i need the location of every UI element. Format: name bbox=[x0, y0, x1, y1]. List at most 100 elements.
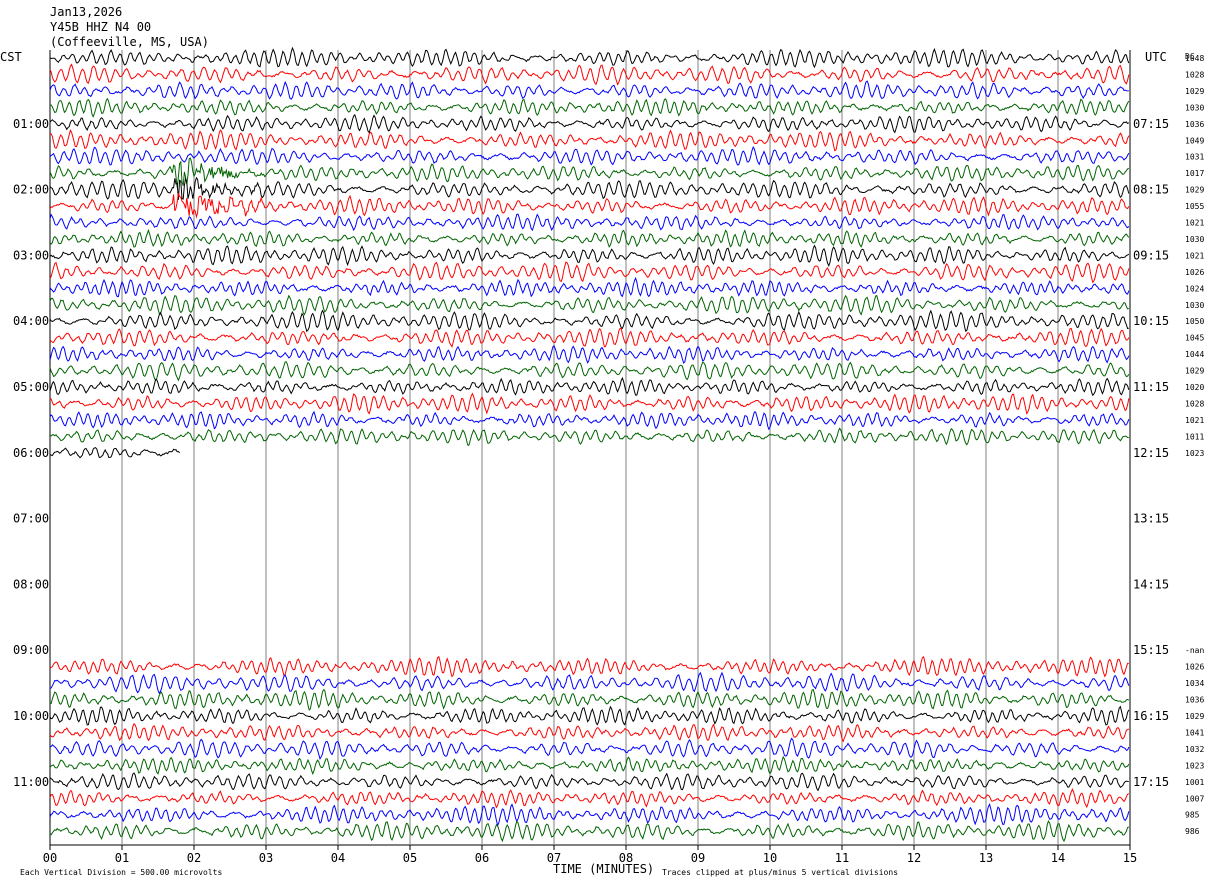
right-hour-label: 11:15 bbox=[1133, 380, 1169, 394]
seismic-trace-row bbox=[49, 655, 1129, 678]
right-timezone-label: UTC bbox=[1145, 50, 1167, 64]
seismic-trace-row bbox=[49, 344, 1130, 364]
left-hour-label: 08:00 bbox=[13, 577, 49, 591]
station-code: Y45B HHZ N4 00 bbox=[50, 20, 151, 34]
x-tick-label: 00 bbox=[43, 851, 57, 865]
seismic-trace-row bbox=[49, 819, 1129, 843]
dc-offset-label: 1011 bbox=[1185, 432, 1204, 441]
dc-offset-label: 1050 bbox=[1185, 317, 1204, 326]
x-tick-label: 02 bbox=[187, 851, 201, 865]
left-hour-label: 05:00 bbox=[13, 380, 49, 394]
seismic-trace-row bbox=[49, 722, 1130, 743]
dc-offset-label: 1021 bbox=[1185, 219, 1204, 228]
seismic-trace-row bbox=[49, 410, 1130, 431]
seismic-trace-row bbox=[49, 705, 1130, 726]
seismic-trace-row bbox=[49, 788, 1130, 809]
x-tick-label: 11 bbox=[835, 851, 849, 865]
dc-offset-label: 1036 bbox=[1185, 120, 1204, 129]
left-hour-label: 10:00 bbox=[13, 709, 49, 723]
right-hour-label: 10:15 bbox=[1133, 314, 1169, 328]
x-tick-label: 10 bbox=[763, 851, 777, 865]
right-hour-label: 15:15 bbox=[1133, 643, 1169, 657]
dc-offset-label: 1024 bbox=[1185, 284, 1204, 293]
seismic-trace-row bbox=[49, 803, 1130, 827]
dc-offset-label: 1032 bbox=[1185, 745, 1204, 754]
right-hour-label: 08:15 bbox=[1133, 183, 1169, 197]
dc-offset-label: 1023 bbox=[1185, 761, 1204, 770]
seismic-trace-row bbox=[49, 361, 1130, 382]
seismic-trace-row bbox=[49, 427, 1129, 447]
dc-offset-label: 1001 bbox=[1185, 778, 1204, 787]
dc-offset-label: 1021 bbox=[1185, 416, 1204, 425]
x-tick-label: 15 bbox=[1123, 851, 1137, 865]
dc-offset-header: DC bbox=[1185, 52, 1195, 61]
seismic-trace-row bbox=[49, 309, 1129, 333]
seismic-trace-row bbox=[49, 63, 1130, 86]
dc-offset-label: 1044 bbox=[1185, 350, 1204, 359]
clip-note: Traces clipped at plus/minus 5 vertical … bbox=[662, 868, 898, 877]
x-tick-label: 13 bbox=[979, 851, 993, 865]
scale-note: Each Vertical Division = 500.00 microvol… bbox=[20, 868, 222, 877]
right-hour-label: 12:15 bbox=[1133, 446, 1169, 460]
dc-offset-label: 1029 bbox=[1185, 186, 1204, 195]
right-hour-label: 09:15 bbox=[1133, 248, 1169, 262]
left-hour-label: 03:00 bbox=[13, 248, 49, 262]
x-tick-label: 03 bbox=[259, 851, 273, 865]
left-hour-labels: 01:00 02:00 03:00 04:00 05:00 06:00 07:00 08:00… bbox=[13, 117, 49, 789]
x-tick-label: 09 bbox=[691, 851, 705, 865]
right-hour-labels: 07:15 08:15 09:15 10:15 11:15 12:15 13:15 14:15… bbox=[1133, 117, 1169, 789]
dc-offset-label: 1026 bbox=[1185, 663, 1204, 672]
x-tick-label: 01 bbox=[115, 851, 129, 865]
dc-offset-label: 1021 bbox=[1185, 251, 1204, 260]
left-hour-label: 07:00 bbox=[13, 512, 49, 526]
dc-offset-label: 985 bbox=[1185, 811, 1200, 820]
chart-date: Jan13,2026 bbox=[50, 5, 122, 19]
left-hour-label: 11:00 bbox=[13, 775, 49, 789]
dc-offset-label: 1007 bbox=[1185, 794, 1204, 803]
dc-offset-label: 986 bbox=[1185, 827, 1200, 836]
seismic-trace-row bbox=[49, 192, 1130, 219]
seismic-trace-row bbox=[49, 228, 1130, 248]
seismic-trace-row bbox=[49, 261, 1130, 284]
left-hour-label: 01:00 bbox=[13, 117, 49, 131]
seismic-trace-row bbox=[49, 755, 1130, 776]
dc-offset-label: 1031 bbox=[1185, 153, 1204, 162]
left-hour-label: 02:00 bbox=[13, 183, 49, 197]
seismic-trace-row bbox=[49, 213, 1130, 232]
dc-offset-label: 1029 bbox=[1185, 367, 1204, 376]
seismic-trace-row bbox=[49, 80, 1129, 100]
seismic-trace-row bbox=[49, 376, 1130, 397]
seismic-trace-row bbox=[49, 157, 1130, 188]
x-tick-label: 14 bbox=[1051, 851, 1065, 865]
seismic-trace-row bbox=[49, 128, 1130, 152]
seismic-trace-row bbox=[49, 671, 1130, 695]
seismic-trace-row bbox=[49, 145, 1130, 166]
x-axis-ticks: 00 01 02 03 04 05 06 07 08 09 10 11 12 13 14 15 bbox=[43, 845, 1137, 865]
seismic-trace-row bbox=[49, 176, 1130, 200]
dc-offset-label: 1041 bbox=[1185, 728, 1204, 737]
right-hour-label: 07:15 bbox=[1133, 117, 1169, 131]
dc-offset-label: 1049 bbox=[1185, 136, 1204, 145]
seismic-trace-row bbox=[49, 737, 1130, 761]
dc-offset-label: 1048 bbox=[1185, 54, 1204, 63]
seismic-trace-row bbox=[49, 688, 1130, 711]
x-tick-label: 04 bbox=[331, 851, 345, 865]
dc-offset-label: 1030 bbox=[1185, 301, 1204, 310]
x-tick-label: 07 bbox=[547, 851, 561, 865]
dc-offset-label: 1028 bbox=[1185, 399, 1204, 408]
right-hour-label: 13:15 bbox=[1133, 512, 1169, 526]
x-axis-title: TIME (MINUTES) bbox=[553, 862, 654, 876]
dc-offset-label: 1034 bbox=[1185, 679, 1204, 688]
right-hour-label: 17:15 bbox=[1133, 775, 1169, 789]
seismic-trace-row bbox=[49, 276, 1130, 298]
seismic-trace-row bbox=[49, 244, 1130, 268]
seismic-trace-row bbox=[49, 46, 1130, 69]
dc-offset-label: 1017 bbox=[1185, 169, 1204, 178]
dc-offset-label: 1055 bbox=[1185, 202, 1204, 211]
dc-offset-labels: 1048 1028 1029 1030 1036 1049 1031 1017 1029 1055… bbox=[1185, 54, 1204, 836]
seismic-trace-row bbox=[49, 327, 1130, 348]
dc-offset-label: 1028 bbox=[1185, 70, 1204, 79]
dc-offset-label: 1026 bbox=[1185, 268, 1204, 277]
trace-lines bbox=[49, 46, 1130, 843]
